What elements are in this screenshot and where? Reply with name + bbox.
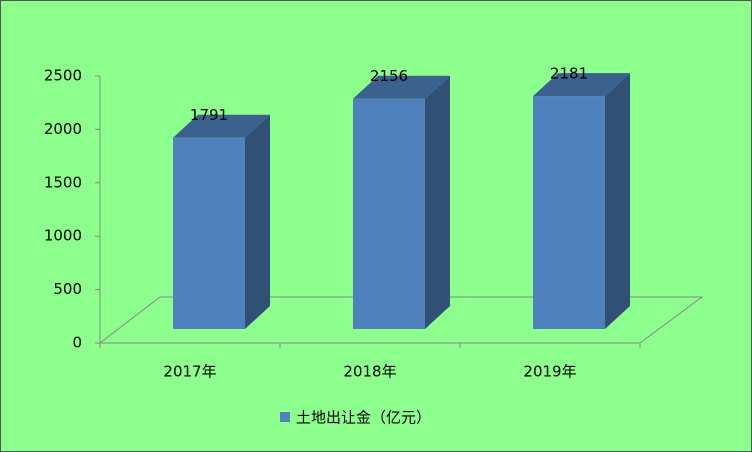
y-tick-label: 1500 [44,173,82,191]
bar-top [173,114,270,138]
bar-top [353,75,450,99]
bar-side [245,114,270,330]
y-tick-label: 2500 [44,67,82,85]
bar-top [533,73,630,97]
bar [173,137,245,329]
y-tick-label: 500 [53,280,82,298]
y-tick-label: 0 [72,334,82,352]
x-tick-label: 2019年 [523,363,576,381]
y-tick-label: 2000 [44,120,82,138]
value-label: 2156 [370,67,408,85]
bar [353,98,425,329]
legend-swatch [280,412,290,422]
value-label: 1791 [190,106,228,124]
legend-label: 土地出让金（亿元） [296,409,431,427]
value-label: 2181 [550,65,588,83]
bar [533,96,605,329]
x-tick-label: 2017年 [163,363,216,381]
bar-side [425,75,450,329]
y-tick-label: 1000 [44,227,82,245]
x-tick-label: 2018年 [343,363,396,381]
bar-side [605,73,630,329]
